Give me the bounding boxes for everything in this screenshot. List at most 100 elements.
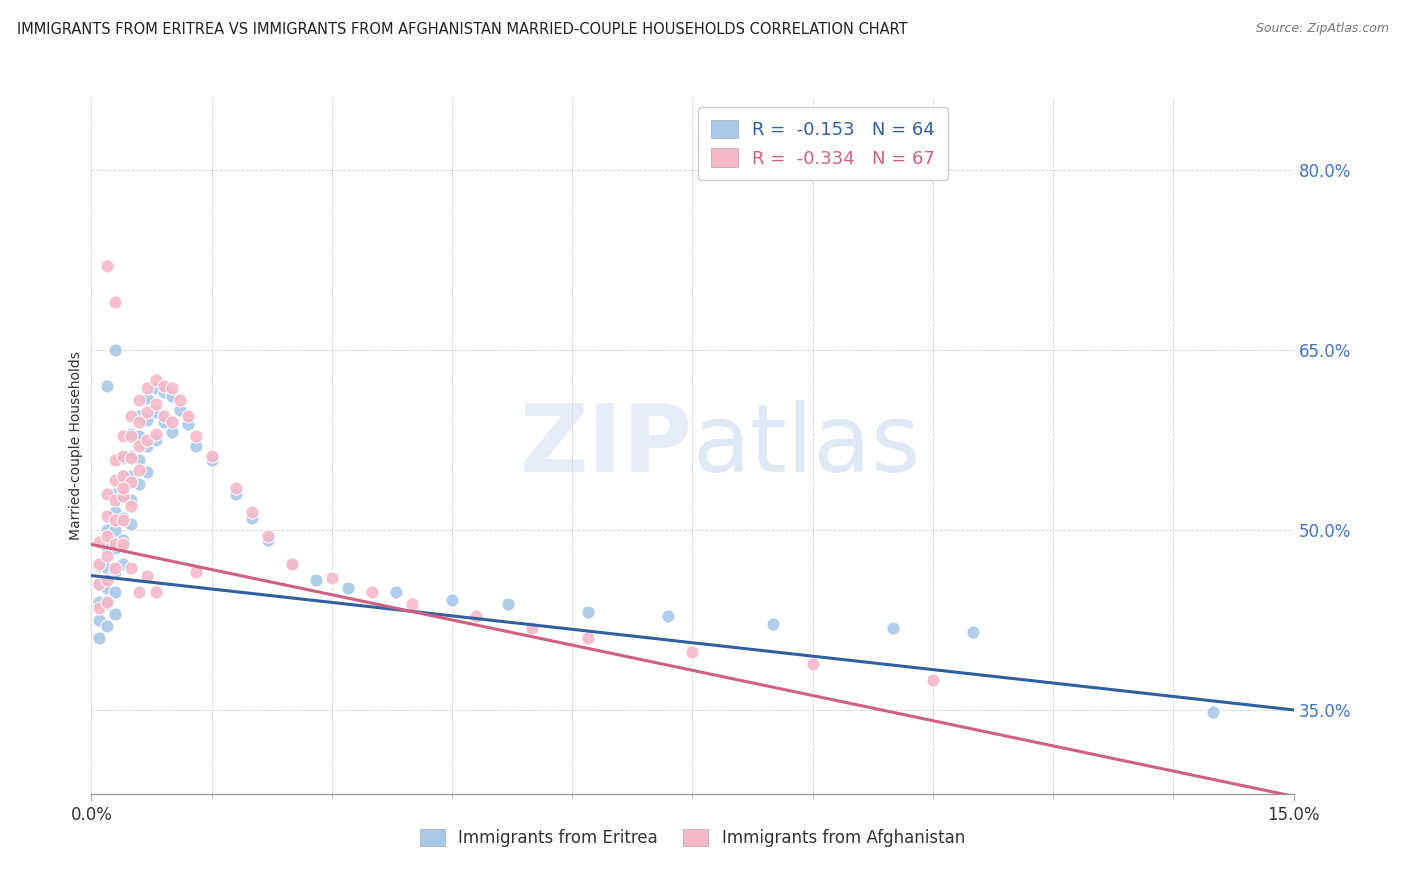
Point (160, 381, 183, 395)
Point (882, 621, 904, 635)
Point (121, 449, 143, 463)
Point (136, 381, 159, 395)
Point (89, 535, 111, 549)
Point (336, 581, 359, 595)
Point (145, 405, 167, 419)
Point (104, 565, 127, 579)
Point (184, 565, 207, 579)
Point (160, 415, 183, 429)
Point (121, 409, 143, 423)
Point (305, 574, 328, 588)
Point (281, 557, 304, 571)
Point (104, 607, 127, 621)
Point (401, 598, 423, 612)
Point (121, 450, 143, 465)
Point (128, 393, 150, 408)
Point (128, 477, 150, 491)
Point (112, 511, 135, 525)
Point (96, 523, 118, 537)
Point (96, 487, 118, 501)
Legend: Immigrants from Eritrea, Immigrants from Afghanistan: Immigrants from Eritrea, Immigrants from… (412, 821, 973, 855)
Point (145, 585, 167, 599)
Point (96, 549, 118, 564)
Point (89, 577, 111, 591)
Point (96, 541, 118, 555)
Point (152, 379, 174, 393)
Point (104, 585, 127, 599)
Point (225, 487, 247, 501)
Point (104, 537, 127, 551)
Point (496, 598, 519, 612)
Point (104, 343, 127, 357)
Point (962, 624, 984, 639)
Point (128, 463, 150, 477)
Y-axis label: Married-couple Households: Married-couple Households (69, 351, 83, 541)
Point (240, 505, 263, 519)
Point (184, 429, 207, 443)
Point (681, 645, 703, 659)
Point (522, 621, 544, 635)
Point (121, 499, 143, 513)
Point (801, 657, 824, 672)
Point (104, 453, 127, 467)
Point (136, 466, 159, 480)
Point (89, 613, 111, 627)
Point (96, 529, 118, 543)
Point (321, 571, 343, 585)
Point (96, 561, 118, 575)
Point (169, 403, 191, 417)
Point (136, 439, 159, 453)
Point (145, 381, 167, 395)
Point (657, 609, 679, 624)
Point (136, 568, 159, 582)
Point (104, 561, 127, 575)
Point (762, 616, 785, 631)
Point (121, 493, 143, 508)
Point (136, 391, 159, 405)
Point (1202, 706, 1225, 720)
Point (89, 631, 111, 645)
Point (240, 511, 263, 525)
Point (112, 489, 135, 503)
Point (112, 557, 135, 571)
Point (96, 595, 118, 609)
Point (104, 523, 127, 537)
Text: atlas: atlas (692, 400, 921, 492)
Point (145, 427, 167, 442)
Point (128, 409, 150, 423)
Point (136, 405, 159, 419)
Point (112, 449, 135, 463)
Point (121, 429, 143, 443)
Point (112, 489, 135, 503)
Point (96, 508, 118, 523)
Point (121, 469, 143, 483)
Point (104, 473, 127, 487)
Point (128, 439, 150, 453)
Point (128, 585, 150, 599)
Point (104, 505, 127, 519)
Point (104, 487, 127, 501)
Point (256, 533, 278, 547)
Point (112, 481, 135, 495)
Point (136, 412, 159, 426)
Point (121, 475, 143, 489)
Point (112, 533, 135, 547)
Text: Source: ZipAtlas.com: Source: ZipAtlas.com (1256, 22, 1389, 36)
Point (184, 439, 207, 453)
Point (104, 493, 127, 508)
Point (256, 529, 278, 543)
Point (96, 259, 118, 273)
Point (176, 409, 198, 423)
Point (112, 429, 135, 443)
Point (145, 397, 167, 411)
Point (96, 574, 118, 588)
Point (152, 415, 174, 429)
Point (576, 631, 599, 645)
Point (176, 417, 198, 432)
Point (121, 561, 143, 575)
Point (96, 619, 118, 633)
Point (152, 384, 174, 399)
Point (152, 409, 174, 423)
Point (112, 450, 135, 465)
Point (160, 389, 183, 403)
